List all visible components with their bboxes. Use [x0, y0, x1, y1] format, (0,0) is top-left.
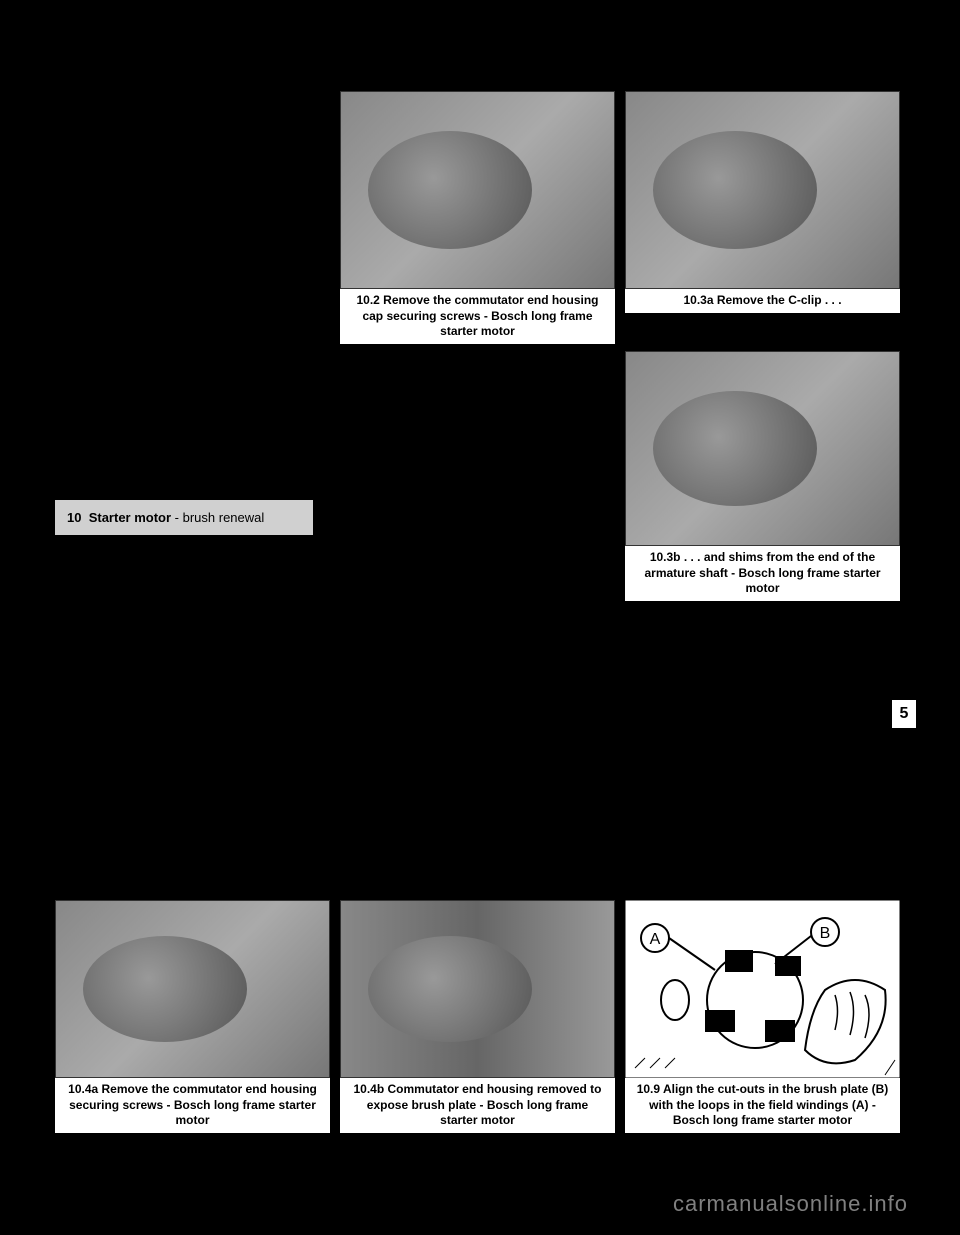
figure-10-4b-image [340, 900, 615, 1078]
figure-10-9: A B [625, 900, 900, 1133]
figure-10-4a-image [55, 900, 330, 1078]
figure-10-3b-caption: 10.3b . . . and shims from the end of th… [625, 546, 900, 601]
diagram-label-b: B [820, 925, 831, 942]
watermark: carmanualsonline.info [673, 1191, 908, 1217]
figure-10-2: 10.2 Remove the commutator end housing c… [340, 91, 615, 344]
figure-10-4a-caption: 10.4a Remove the commutator end housing … [55, 1078, 330, 1133]
figure-10-3b-image [625, 351, 900, 546]
section-title: Starter motor [89, 510, 171, 525]
chapter-marker: 5 [892, 700, 916, 728]
figure-10-4a: 10.4a Remove the commutator end housing … [55, 900, 330, 1133]
figure-10-4b: 10.4b Commutator end housing removed to … [340, 900, 615, 1133]
section-number: 10 [67, 510, 81, 525]
diagram-label-a: A [650, 931, 661, 948]
figure-10-3a-caption: 10.3a Remove the C-clip . . . [625, 289, 900, 313]
figure-10-2-caption: 10.2 Remove the commutator end housing c… [340, 289, 615, 344]
figure-10-3a-image [625, 91, 900, 289]
figure-10-3b: 10.3b . . . and shims from the end of th… [625, 351, 900, 601]
figure-10-4b-caption: 10.4b Commutator end housing removed to … [340, 1078, 615, 1133]
figure-10-3a: 10.3a Remove the C-clip . . . [625, 91, 900, 313]
section-subtitle: - brush renewal [171, 510, 264, 525]
figure-10-9-diagram: A B [625, 900, 900, 1078]
figure-10-9-caption: 10.9 Align the cut-outs in the brush pla… [625, 1078, 900, 1133]
manual-page: 10.2 Remove the commutator end housing c… [0, 0, 960, 1235]
figure-10-2-image [340, 91, 615, 289]
section-header: 10 Starter motor - brush renewal [55, 500, 313, 535]
